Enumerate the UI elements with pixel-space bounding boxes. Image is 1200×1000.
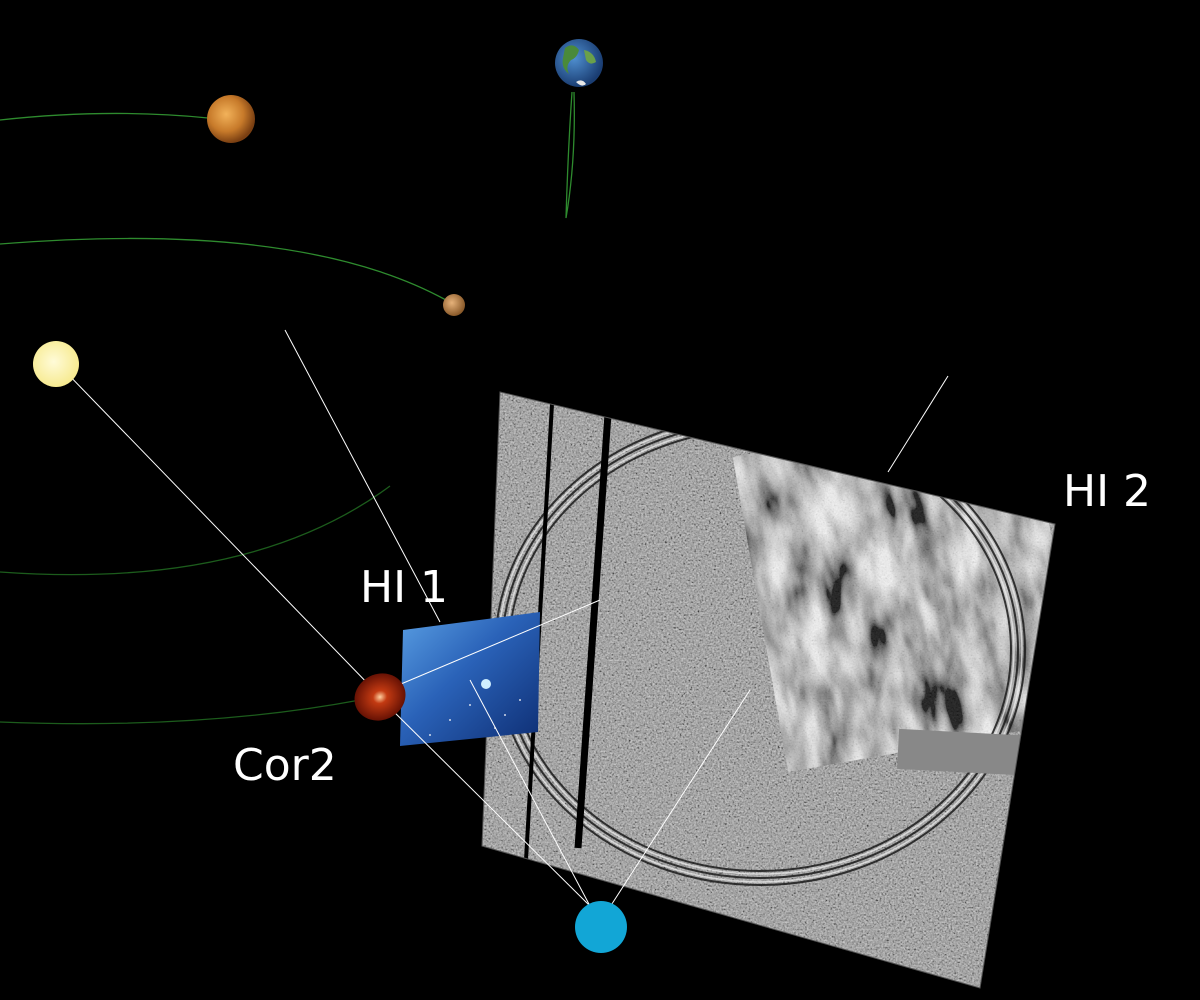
mercury-orbit bbox=[0, 237, 447, 301]
sightline-hi1 bbox=[469, 679, 591, 907]
hi2-label: HI 2 bbox=[1063, 466, 1152, 517]
sun bbox=[33, 341, 79, 387]
earth bbox=[555, 39, 603, 87]
sightline-sun bbox=[61, 367, 375, 691]
sightline-hi2 bbox=[607, 689, 751, 911]
cor2-disc bbox=[354, 673, 406, 721]
inner-orbit-arc bbox=[0, 485, 391, 576]
sightline-cor2-hi2 bbox=[381, 599, 601, 693]
sightline-cor2 bbox=[379, 697, 591, 907]
sightline-hi2-edge bbox=[887, 375, 949, 473]
outer-orbit-arc bbox=[0, 699, 361, 725]
venus-orbit bbox=[0, 112, 209, 121]
hi2-panel bbox=[482, 392, 1055, 988]
spacecraft bbox=[575, 901, 627, 953]
orbit-lines bbox=[0, 91, 575, 725]
venus bbox=[207, 95, 255, 143]
hi1-panel bbox=[400, 612, 540, 746]
mercury bbox=[443, 294, 465, 316]
sight-lines bbox=[61, 329, 949, 911]
cor2-label: Cor2 bbox=[233, 740, 337, 791]
hi1-label: HI 1 bbox=[360, 562, 449, 613]
earth-orbit bbox=[565, 91, 575, 219]
sightline-hi1-edge bbox=[284, 329, 441, 623]
